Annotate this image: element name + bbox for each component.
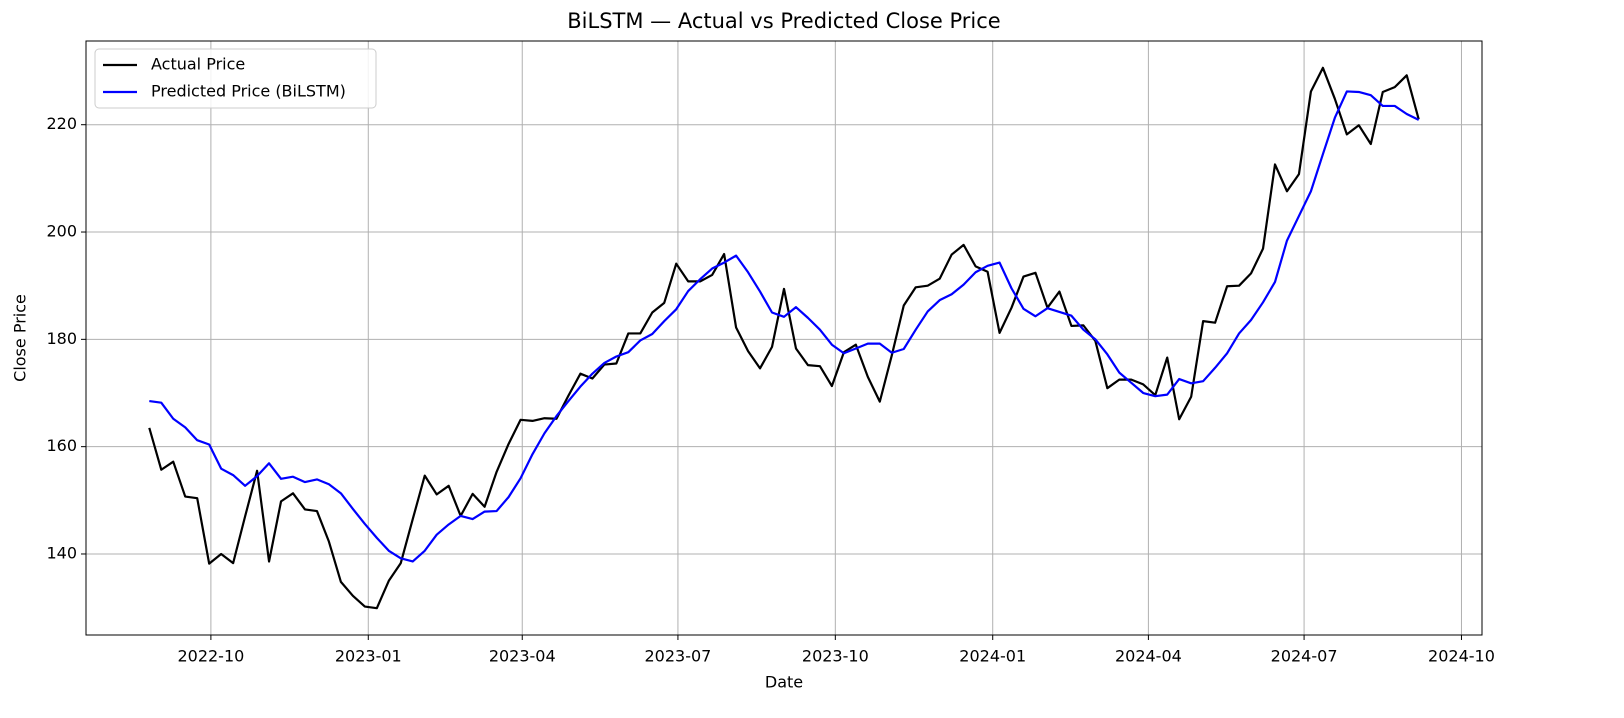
y-tick-label: 140 xyxy=(46,543,77,562)
x-tick-label: 2023-07 xyxy=(645,647,712,666)
legend-box xyxy=(94,48,377,109)
x-tick-label: 2024-10 xyxy=(1428,647,1495,666)
chart-title: BiLSTM — Actual vs Predicted Close Price xyxy=(567,9,1000,33)
y-axis-label: Close Price xyxy=(11,294,30,382)
line-series xyxy=(149,90,1420,563)
x-tick-label: 2023-10 xyxy=(802,647,869,666)
legend-label: Actual Price xyxy=(151,55,245,74)
x-axis-label: Date xyxy=(765,673,803,692)
x-tick-label: 2022-10 xyxy=(177,647,244,666)
y-tick-label: 220 xyxy=(46,114,77,133)
y-tick-label: 200 xyxy=(46,222,77,241)
x-tick-label: 2024-01 xyxy=(959,647,1026,666)
x-tick-label: 2023-04 xyxy=(489,647,556,666)
y-tick-label: 160 xyxy=(46,436,77,455)
y-tick-label: 180 xyxy=(46,329,77,348)
x-tick-label: 2023-01 xyxy=(335,647,402,666)
line-series xyxy=(148,66,1420,610)
x-tick-label: 2024-07 xyxy=(1271,647,1338,666)
legend-label: Predicted Price (BiLSTM) xyxy=(151,82,346,101)
x-tick-label: 2024-04 xyxy=(1115,647,1182,666)
plot-frame xyxy=(85,40,1483,636)
